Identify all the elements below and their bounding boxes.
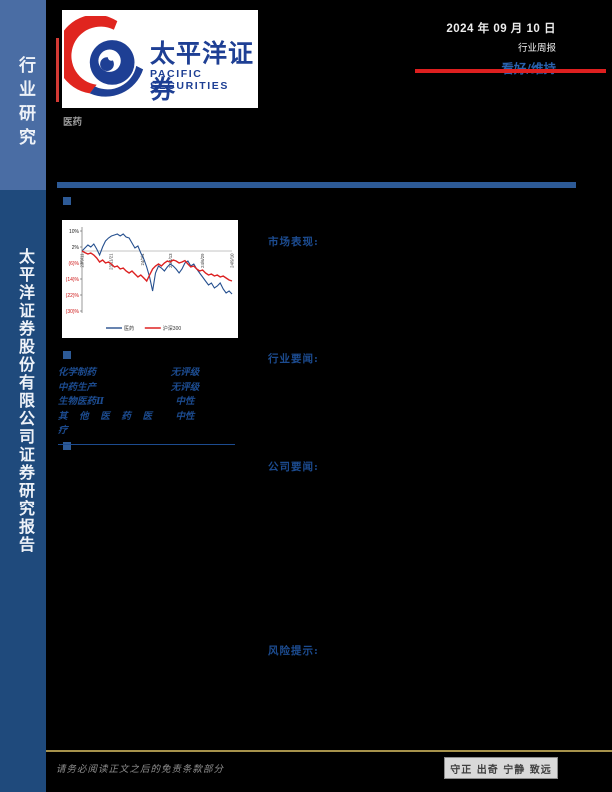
table-row: 中药生产 无评级: [58, 381, 235, 396]
motto-box: 守正 出奇 宁静 致远: [444, 757, 558, 779]
section-bullet-company: [63, 442, 71, 450]
market-performance-chart: 10% 2% (6)% (14)% (22)% (30)% 23/9/11 23/11/21 2…: [62, 220, 238, 338]
heading-company-news: 公司要闻:: [268, 461, 319, 473]
sub-industry-rating: 中性: [175, 410, 195, 422]
heading-risk-warning: 风险提示:: [268, 645, 319, 657]
sidebar-top-band: [0, 0, 46, 190]
svg-text:24/4/13: 24/4/13: [168, 253, 173, 268]
sidebar-bottom-band: [0, 190, 46, 792]
sub-industry-name: 中药生产: [58, 381, 97, 393]
table-row: 其他医药医疗 中性: [58, 410, 235, 439]
sub-industry-name: 化学制药: [58, 367, 97, 378]
section-bullet-market: [63, 197, 71, 205]
svg-text:2%: 2%: [72, 245, 80, 251]
svg-text:24/9/10: 24/9/10: [230, 253, 235, 268]
sidebar-label-industry-research: 行业研究: [15, 56, 35, 152]
section-divider-bar: [57, 182, 576, 188]
industry-rating: 看好/维持: [296, 58, 556, 77]
sub-industry-name: 生物医药Ⅱ: [58, 396, 105, 407]
report-date: 2024 年 09 月 10 日: [446, 23, 556, 35]
report-type: 行业周报: [517, 43, 556, 54]
heading-industry-news: 行业要闻:: [268, 353, 319, 365]
heading-market-performance: 市场表现:: [268, 236, 319, 248]
svg-text:23/11/21: 23/11/21: [109, 253, 114, 270]
table-row: 生物医药Ⅱ 中性: [58, 395, 235, 410]
sub-industry-rating: 中性: [175, 396, 195, 407]
company-logo: 太平洋证券 PACIFIC SECURITIES: [62, 10, 258, 108]
svg-text:23/9/11: 23/9/11: [80, 253, 85, 268]
logo-english-name: PACIFIC SECURITIES: [150, 68, 230, 92]
footer-disclaimer: 请务必阅读正文之后的免责条款部分: [56, 764, 225, 775]
pacific-securities-logo-icon: [64, 16, 144, 97]
svg-text:24/6/29: 24/6/29: [200, 253, 205, 268]
sidebar-label-company-report: 太平洋证券股份有限公司证券研究报告: [16, 248, 35, 554]
sub-industry-rating: 无评级: [170, 381, 200, 393]
footer-gold-rule: [46, 750, 612, 752]
svg-text:(6)%: (6)%: [68, 261, 79, 267]
svg-text:沪深300: 沪深300: [163, 325, 182, 332]
red-rule: [415, 69, 606, 73]
svg-text:10%: 10%: [69, 229, 80, 235]
svg-text:(14)%: (14)%: [66, 277, 80, 283]
svg-text:24/2/4: 24/2/4: [140, 253, 145, 266]
logo-chinese-name: 太平洋证券: [150, 39, 255, 104]
svg-text:(22)%: (22)%: [66, 293, 80, 299]
table-row: 化学制药 无评级: [58, 366, 235, 381]
sub-industry-rating: 无评级: [170, 367, 200, 378]
svg-text:医药: 医药: [124, 325, 134, 332]
svg-text:(30)%: (30)%: [66, 309, 80, 315]
red-accent-stripe: [56, 38, 59, 102]
sub-industry-name: 其他医药医疗: [58, 410, 152, 437]
section-bullet-ratings: [63, 351, 71, 359]
relative-performance-line-chart: 10% 2% (6)% (14)% (22)% (30)% 23/9/11 23/11/21 2…: [66, 227, 235, 332]
industry-label: 医药: [63, 117, 83, 128]
ratings-table: 化学制药 无评级 中药生产 无评级 生物医药Ⅱ 中性 其他医药医疗中性: [58, 366, 235, 445]
company-motto: 守正 出奇 宁静 致远: [450, 764, 552, 776]
